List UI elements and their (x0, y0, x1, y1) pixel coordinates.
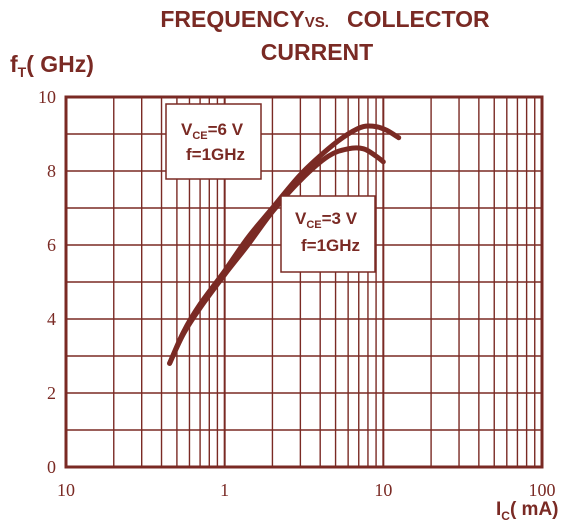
annotation-vce-3v-line-1: VCE=3 V (295, 209, 358, 231)
annotation-box-vce-3v (280, 195, 376, 273)
grid (64, 95, 544, 469)
chart-title-line-1: FREQUENCYVS. COLLECTOR (160, 6, 490, 32)
annotation-vce-6v: VCE=6 V f=1GHz (165, 103, 262, 180)
y-tick-label: 10 (38, 87, 56, 107)
y-axis-label: fT( GHz) (10, 51, 94, 80)
plot-frame (64, 95, 544, 469)
x-tick-label: 1 (220, 480, 229, 500)
annotation-vce-3v: VCE=3 V f=1GHz (280, 195, 376, 273)
x-axis-label: IC( mA) (496, 499, 559, 523)
tick-labels: 0 2 4 6 8 10 10 1 10 100 (38, 87, 556, 500)
y-tick-label: 6 (47, 235, 56, 255)
y-tick-label: 0 (47, 457, 56, 477)
x-tick-label: 10 (374, 480, 392, 500)
x-tick-label: 100 (529, 480, 556, 500)
annotation-vce-3v-line-2: f=1GHz (301, 236, 360, 255)
y-tick-label: 8 (47, 161, 56, 181)
annotation-vce-6v-line-2: f=1GHz (186, 145, 245, 164)
y-tick-label: 4 (47, 309, 56, 329)
y-tick-label: 2 (47, 383, 56, 403)
annotation-vce-6v-line-1: VCE=6 V (181, 120, 244, 142)
annotation-box-vce-6v (165, 103, 262, 180)
x-tick-label: 10 (57, 480, 75, 500)
chart-title-line-2: CURRENT (261, 39, 373, 65)
